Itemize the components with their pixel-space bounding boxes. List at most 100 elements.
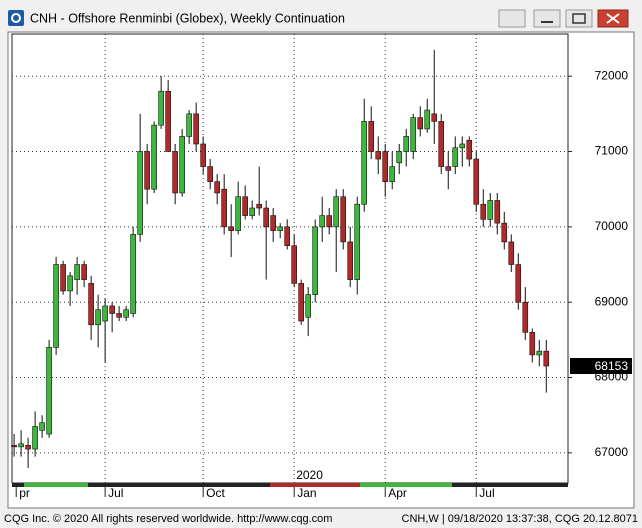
candle-body xyxy=(312,226,319,295)
candle-body xyxy=(109,305,115,314)
candle-body xyxy=(417,117,424,130)
candle-body xyxy=(95,309,101,326)
candle-body xyxy=(410,117,417,152)
x-tick-label: Apr xyxy=(388,486,407,500)
candle-body xyxy=(298,283,305,322)
candle-body xyxy=(74,264,80,280)
maximize-button[interactable] xyxy=(565,9,593,28)
year-label: 2020 xyxy=(296,468,323,482)
candle-body xyxy=(494,200,501,224)
last-price-box xyxy=(570,358,632,375)
candle-body xyxy=(235,196,241,231)
timeline-segment xyxy=(24,483,88,487)
x-tick-label: Jul xyxy=(479,486,494,500)
footer-left: CQG Inc. © 2020 All rights reserved worl… xyxy=(4,513,332,525)
y-tick-label: 71000 xyxy=(595,144,629,158)
candle-body xyxy=(340,196,347,243)
plot-area xyxy=(11,33,569,484)
candle-body xyxy=(424,109,431,130)
minimize-button[interactable] xyxy=(533,9,561,28)
close-glyph xyxy=(606,13,620,24)
candle-body xyxy=(466,139,473,160)
candle-body xyxy=(382,151,389,182)
candle-body xyxy=(389,166,396,182)
candle-body xyxy=(438,121,445,167)
candle-body xyxy=(529,332,536,356)
candle-body xyxy=(116,313,122,318)
link-button[interactable] xyxy=(498,9,526,28)
candle-body xyxy=(67,275,73,292)
candle-body xyxy=(11,445,17,448)
candle-body xyxy=(137,151,143,235)
candle-body xyxy=(473,158,480,205)
candle-body xyxy=(284,226,290,246)
y-tick-label: 70000 xyxy=(595,219,629,233)
timeline-segment xyxy=(270,483,360,487)
candle-body xyxy=(270,215,276,231)
candle-body xyxy=(242,196,248,216)
candle-body xyxy=(172,151,178,194)
candle-body xyxy=(396,151,403,164)
y-tick-label: 69000 xyxy=(595,294,629,308)
candle-body xyxy=(452,147,459,167)
candle-body xyxy=(277,226,283,231)
candle-body xyxy=(375,151,382,160)
candle-body xyxy=(403,136,410,152)
candle-body xyxy=(228,226,234,231)
candle-body xyxy=(263,207,269,228)
candle-body xyxy=(249,207,255,216)
candle-body xyxy=(130,234,136,314)
candle-body xyxy=(25,445,31,450)
candle-body xyxy=(326,215,333,228)
last-price-label: 68153 xyxy=(595,359,629,373)
candle-body xyxy=(186,113,192,137)
candle-body xyxy=(214,181,220,194)
candle-body xyxy=(158,90,164,126)
window-title: CNH - Offshore Renminbi (Globex), Weekly… xyxy=(30,11,345,25)
candle-body xyxy=(501,222,508,243)
candle-body xyxy=(347,241,354,280)
candle-body xyxy=(459,143,466,149)
candle-body xyxy=(333,196,340,228)
candle-body xyxy=(193,113,199,145)
candle-body xyxy=(18,443,24,448)
candle-body xyxy=(256,203,262,209)
y-tick-label: 67000 xyxy=(595,445,629,459)
candle-body xyxy=(515,264,522,303)
timeline-segment xyxy=(360,483,452,487)
candle-body xyxy=(81,264,87,280)
candle-body xyxy=(487,200,494,220)
candle-body xyxy=(200,143,206,167)
candle-body xyxy=(319,215,326,228)
candle-body xyxy=(291,245,298,284)
candle-body xyxy=(165,90,171,152)
candle-body xyxy=(543,350,550,367)
candle-body xyxy=(32,426,38,450)
candle-body xyxy=(60,264,66,292)
candle-body xyxy=(508,241,515,265)
candle-body xyxy=(221,188,227,228)
y-tick-label: 72000 xyxy=(595,68,629,82)
x-tick-label: Oct xyxy=(206,486,225,500)
x-tick-label: Jul xyxy=(108,486,123,500)
footer-right: CNH,W | 09/18/2020 13:37:38, CQG 20.12.8… xyxy=(402,513,638,525)
x-tick-label: pr xyxy=(19,486,30,500)
candle-body xyxy=(480,203,487,220)
candle-body xyxy=(431,113,438,122)
maximize-glyph xyxy=(572,13,586,24)
candle-body xyxy=(123,309,129,318)
candle-body xyxy=(144,151,150,190)
candle-body xyxy=(102,305,108,322)
app-icon-glyph xyxy=(11,13,21,23)
candle-body xyxy=(354,203,361,280)
candle-body xyxy=(361,121,368,205)
app-icon xyxy=(8,10,24,26)
candle-body xyxy=(207,166,213,182)
candle-body xyxy=(305,294,312,318)
candle-body xyxy=(39,422,45,431)
candle-body xyxy=(151,124,157,190)
status-bar xyxy=(0,510,642,528)
candle-body xyxy=(53,264,59,348)
candle-body xyxy=(536,350,543,356)
